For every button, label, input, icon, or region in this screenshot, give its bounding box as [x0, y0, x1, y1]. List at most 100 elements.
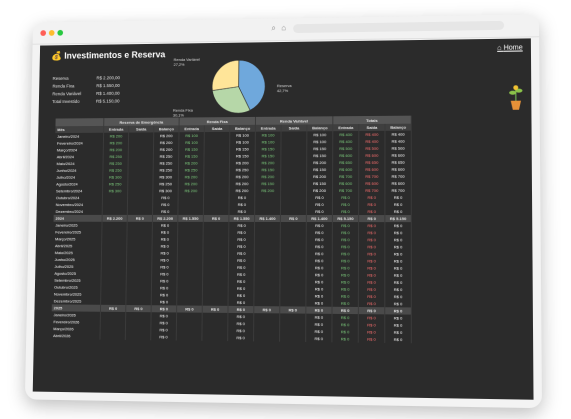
total-balanco-cell: R$ 0 — [385, 194, 411, 201]
total-balanco-cell: R$ 0 — [385, 243, 411, 250]
entrada-cell — [178, 222, 204, 229]
total-balanco-cell: R$ 600 — [385, 180, 411, 187]
balanco-cell: R$ 200 — [307, 187, 333, 194]
total-entrada-cell: R$ 0 — [332, 335, 358, 342]
entrada-cell — [100, 333, 125, 340]
total-entrada-cell: R$ 600 — [333, 166, 359, 173]
balanco-cell: R$ 0 — [306, 194, 332, 201]
total-entrada-cell: R$ 0 — [332, 243, 358, 250]
entrada-cell — [178, 229, 204, 236]
balanco-cell: R$ 200 — [307, 173, 333, 180]
saida-cell — [127, 208, 152, 215]
total-saida-cell: R$ 0 — [359, 222, 385, 229]
balanco-cell: R$ 0 — [229, 201, 255, 208]
balanco-cell: R$ 0 — [306, 222, 332, 229]
year-total-cell: R$ 1.550 — [229, 215, 255, 222]
total-saida-cell: R$ 0 — [359, 208, 385, 215]
saida-cell — [127, 229, 152, 236]
close-dot-icon[interactable] — [40, 30, 46, 36]
balanco-cell: R$ 0 — [229, 194, 255, 201]
total-saida-cell: R$ 700 — [359, 173, 385, 180]
entrada-cell: R$ 200 — [178, 187, 204, 194]
total-saida-cell: R$ 0 — [358, 335, 384, 342]
saida-cell — [280, 208, 306, 215]
month-cell: Dezembro/2024 — [54, 208, 103, 215]
entrada-cell: R$ 200 — [178, 173, 203, 180]
home-link[interactable]: ⌂ Home — [497, 44, 523, 51]
total-balanco-cell: R$ 0 — [385, 208, 411, 215]
total-saida-cell: R$ 0 — [359, 236, 385, 243]
saida-cell — [281, 173, 307, 180]
summary-value: R$ 5.150,00 — [96, 98, 134, 103]
laptop-frame: ⌕ ⌂ 💰 Investimentos e Reserva ⌂ Home Res… — [25, 14, 542, 408]
total-balanco-cell: R$ 0 — [385, 336, 412, 343]
year-total-cell: R$ 2.200 — [152, 215, 177, 222]
saida-cell — [127, 201, 152, 208]
saida-cell — [281, 187, 307, 194]
entrada-cell: R$ 200 — [255, 187, 281, 194]
balanco-cell: R$ 200 — [229, 187, 255, 194]
minimize-dot-icon[interactable] — [49, 30, 55, 36]
saida-cell — [280, 201, 306, 208]
balanco-cell: R$ 0 — [306, 201, 332, 208]
balanco-cell: R$ 0 — [306, 335, 332, 342]
total-saida-cell: R$ 0 — [359, 243, 385, 250]
balanco-cell: R$ 0 — [229, 229, 255, 236]
entrada-cell: R$ 250 — [103, 181, 128, 188]
total-balanco-cell: R$ 0 — [385, 201, 411, 208]
saida-cell — [280, 243, 306, 250]
total-balanco-cell: R$ 700 — [385, 173, 411, 180]
summary-value: R$ 2.200,00 — [96, 75, 134, 80]
total-saida-cell: R$ 0 — [359, 201, 385, 208]
pie-label-percent: 42,7% — [277, 88, 288, 93]
summary-panel: Reserva R$ 2.200,00 Renda Fixa R$ 1.550,00… — [52, 73, 135, 105]
year-total-cell: R$ 2.200 — [102, 215, 127, 222]
year-total-cell: R$ 0 — [280, 215, 306, 222]
total-entrada-cell: R$ 0 — [332, 229, 358, 236]
balanco-cell: R$ 150 — [307, 180, 333, 187]
balanco-cell: R$ 0 — [306, 243, 332, 250]
month-cell: Outubro/2024 — [54, 194, 103, 201]
summary-row: Total Investido R$ 5.150,00 — [52, 96, 134, 105]
entrada-cell — [255, 222, 281, 229]
year-total-cell: R$ 5.150 — [332, 215, 358, 222]
entrada-cell — [102, 208, 127, 215]
balanco-cell: R$ 0 — [306, 229, 332, 236]
entrada-cell — [176, 333, 202, 340]
year-total-cell: R$ 1.400 — [255, 215, 281, 222]
balanco-cell: R$ 0 — [153, 201, 178, 208]
saida-cell — [280, 229, 306, 236]
pie-label-renda-fixa: Renda Fixa 30,1% — [173, 108, 193, 118]
search-icon[interactable]: ⌕ — [271, 24, 275, 34]
balanco-cell: R$ 200 — [229, 180, 255, 187]
entrada-cell — [255, 201, 281, 208]
home-link-label[interactable]: Home — [504, 44, 523, 51]
entrada-cell — [102, 194, 127, 201]
balanco-cell: R$ 0 — [306, 208, 332, 215]
total-balanco-cell: R$ 0 — [385, 236, 411, 243]
saida-cell — [203, 201, 229, 208]
month-cell: Abril/2026 — [51, 332, 100, 340]
home-icon[interactable]: ⌂ — [281, 23, 286, 32]
pie-label-percent: 27,2% — [174, 62, 185, 67]
entrada-cell — [254, 229, 280, 236]
total-balanco-cell: R$ 600 — [385, 166, 411, 173]
saida-cell — [204, 173, 230, 180]
spreadsheet-screen: 💰 Investimentos e Reserva ⌂ Home Reserva… — [33, 38, 534, 399]
saida-cell — [203, 208, 229, 215]
total-entrada-cell: R$ 0 — [332, 201, 358, 208]
total-entrada-cell: R$ 700 — [333, 187, 359, 194]
summary-label: Total Investido — [52, 98, 96, 103]
total-balanco-cell: R$ 0 — [385, 222, 411, 229]
total-balanco-cell: R$ 0 — [385, 229, 411, 236]
summary-value: R$ 1.400,00 — [96, 90, 134, 95]
entrada-cell — [102, 222, 127, 229]
pie-label-renda-variavel: Renda Variável 27,2% — [174, 57, 200, 67]
year-total-cell: R$ 0 — [359, 215, 385, 222]
entrada-cell — [255, 194, 281, 201]
address-bar[interactable] — [293, 21, 504, 33]
year-total-cell: R$ 1.400 — [306, 215, 332, 222]
entrada-cell — [102, 229, 127, 236]
maximize-dot-icon[interactable] — [57, 30, 63, 36]
